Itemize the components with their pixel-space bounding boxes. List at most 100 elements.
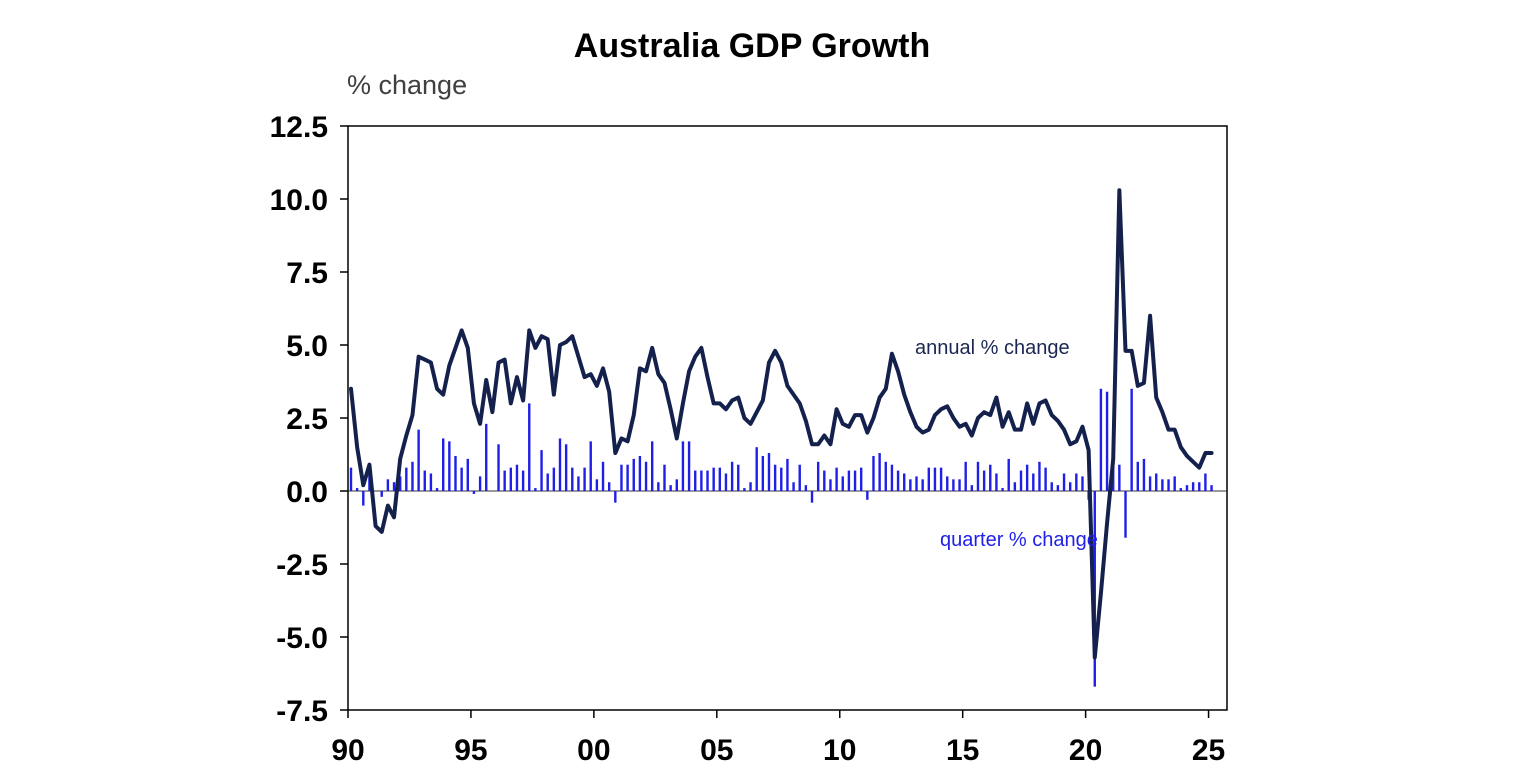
quarter-bar xyxy=(1044,467,1047,491)
quarter-bar xyxy=(872,455,875,491)
quarter-bar xyxy=(1068,482,1072,491)
quarter-series-annotation: quarter % change xyxy=(940,529,1098,551)
quarter-bar xyxy=(620,464,623,491)
quarter-bar xyxy=(1013,482,1017,491)
quarter-bar xyxy=(749,482,752,491)
quarter-bar xyxy=(472,491,476,494)
quarter-bar xyxy=(1136,461,1139,491)
quarter-bar xyxy=(1105,391,1109,491)
quarter-bar xyxy=(773,464,777,491)
quarter-bar xyxy=(700,470,703,491)
quarter-bar xyxy=(534,488,537,491)
y-tick-label: 7.5 xyxy=(286,257,328,290)
quarter-bar xyxy=(1161,479,1164,491)
quarter-bar xyxy=(466,458,469,491)
quarter-bar xyxy=(909,479,912,491)
quarter-bar xyxy=(847,470,851,491)
quarter-bar xyxy=(429,473,433,491)
x-tick-label: 95 xyxy=(454,734,487,767)
quarter-bar xyxy=(589,441,592,491)
quarter-bar xyxy=(958,479,961,491)
quarter-bar xyxy=(411,461,414,491)
quarter-bar xyxy=(355,488,359,491)
chart-title: Australia GDP Growth xyxy=(574,27,930,65)
quarter-bar xyxy=(890,464,894,491)
quarter-bar xyxy=(540,450,543,491)
y-tick-label: 10.0 xyxy=(270,184,328,217)
y-axis-unit-label: % change xyxy=(347,70,467,100)
quarter-bar xyxy=(595,479,599,491)
quarter-bar xyxy=(970,485,974,491)
quarter-bar xyxy=(743,488,746,491)
quarter-bar xyxy=(1050,482,1053,491)
quarter-bar xyxy=(1179,488,1183,491)
quarter-bar xyxy=(485,423,488,491)
quarter-bar xyxy=(915,476,918,491)
plot-area: 12.5 10.0 7.5 5.0 2.5 0.0 -2.5 -5.0 -7.590 95 00 05… xyxy=(270,111,1228,767)
quarter-bar xyxy=(1032,473,1035,491)
quarter-bar xyxy=(1148,476,1152,491)
quarter-bar xyxy=(454,455,457,491)
quarter-bar xyxy=(952,479,955,491)
quarter-bar xyxy=(1038,461,1041,491)
quarter-bar xyxy=(657,482,660,491)
quarter-bar xyxy=(515,464,519,491)
x-tick-label: 20 xyxy=(1069,734,1102,767)
quarter-bar xyxy=(786,458,789,491)
quarter-bar xyxy=(1019,470,1023,491)
x-tick-label: 05 xyxy=(700,734,733,767)
quarter-bar xyxy=(933,467,937,491)
quarter-bar xyxy=(939,467,943,491)
quarter-bar xyxy=(767,453,771,491)
quarter-bar xyxy=(712,467,715,491)
quarter-bar xyxy=(663,464,666,491)
quarter-bar xyxy=(460,467,463,491)
quarter-bar xyxy=(706,470,709,491)
quarter-bar xyxy=(995,473,998,491)
annual-series-annotation: annual % change xyxy=(915,337,1070,359)
quarter-bar xyxy=(442,438,445,491)
quarter-bar xyxy=(478,476,482,491)
quarter-bar xyxy=(398,476,402,491)
y-tick-label: 12.5 xyxy=(270,111,328,144)
quarter-bar xyxy=(718,467,722,491)
quarter-bar xyxy=(607,482,611,491)
annual-change-line xyxy=(349,188,1214,660)
quarter-bar xyxy=(921,479,924,491)
quarter-bar xyxy=(601,461,605,491)
quarter-bar xyxy=(380,491,383,497)
quarter-bar xyxy=(823,470,826,491)
quarter-bar xyxy=(1007,458,1010,491)
quarter-bar xyxy=(859,467,863,491)
quarter-bar xyxy=(853,470,857,491)
y-tick-label: -5.0 xyxy=(276,622,328,655)
quarter-bar xyxy=(724,473,728,491)
quarter-bar xyxy=(1093,491,1096,687)
quarter-bar xyxy=(546,473,549,491)
quarter-bar xyxy=(780,467,783,491)
quarter-bar xyxy=(989,464,992,491)
quarter-bar xyxy=(866,491,869,500)
quarter-bar xyxy=(737,464,740,491)
quarter-bar xyxy=(571,467,574,491)
quarter-bar xyxy=(878,453,881,491)
quarter-bar xyxy=(1173,476,1176,491)
quarter-bar xyxy=(755,447,758,491)
quarter-bar xyxy=(1210,485,1213,491)
quarter-bar xyxy=(896,470,900,491)
quarter-bar xyxy=(1130,388,1133,491)
quarter-bar xyxy=(1142,458,1146,491)
quarter-bar xyxy=(632,458,635,491)
quarter-bar xyxy=(362,491,365,506)
quarter-bar xyxy=(1204,473,1207,491)
quarter-bar xyxy=(349,467,353,491)
quarter-bar xyxy=(1185,485,1189,491)
quarter-bar xyxy=(816,461,820,491)
quarter-bar xyxy=(1118,464,1121,491)
quarter-bar xyxy=(884,461,887,491)
quarter-bar xyxy=(835,467,838,491)
quarter-bar xyxy=(564,444,568,491)
quarter-bar xyxy=(761,455,765,491)
quarter-bar xyxy=(946,476,949,491)
